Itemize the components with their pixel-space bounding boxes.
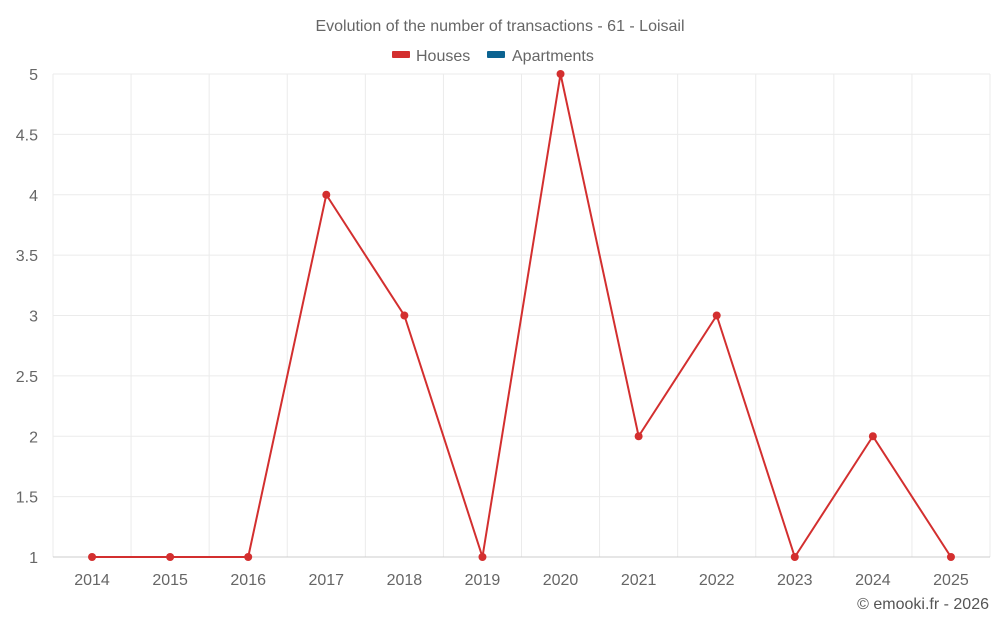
legend-swatch-houses bbox=[392, 51, 410, 58]
y-tick-label: 1.5 bbox=[16, 490, 38, 507]
x-tick-label: 2016 bbox=[230, 572, 266, 589]
legend: Houses Apartments bbox=[392, 48, 594, 65]
y-tick-label: 4 bbox=[29, 188, 38, 205]
y-tick-label: 4.5 bbox=[16, 127, 38, 144]
x-tick-label: 2022 bbox=[699, 572, 735, 589]
x-tick-label: 2018 bbox=[387, 572, 423, 589]
data-point[interactable] bbox=[88, 553, 97, 561]
x-axis-ticks: 2014 2015 2016 2017 2018 2019 2020 2021 2022 2023… bbox=[74, 572, 969, 589]
x-tick-label: 2024 bbox=[855, 572, 891, 589]
data-point[interactable] bbox=[946, 553, 955, 561]
data-point[interactable] bbox=[478, 553, 487, 561]
x-tick-label: 2025 bbox=[933, 572, 969, 589]
series-line-houses bbox=[92, 73, 952, 558]
data-point[interactable] bbox=[868, 432, 877, 441]
legend-swatch-apartments bbox=[487, 51, 505, 58]
x-tick-label: 2021 bbox=[621, 572, 657, 589]
legend-item-houses[interactable]: Houses bbox=[392, 48, 470, 65]
y-tick-label: 2 bbox=[29, 429, 38, 446]
data-point[interactable] bbox=[400, 311, 409, 320]
data-point[interactable] bbox=[244, 553, 253, 561]
x-tick-label: 2017 bbox=[308, 572, 344, 589]
credit-text: © emooki.fr - 2026 bbox=[857, 596, 989, 613]
data-point[interactable] bbox=[556, 70, 565, 78]
y-tick-label: 3.5 bbox=[16, 248, 38, 265]
x-tick-label: 2014 bbox=[74, 572, 110, 589]
chart-title: Evolution of the number of transactions … bbox=[315, 18, 684, 35]
data-point[interactable] bbox=[634, 432, 643, 441]
y-axis-ticks: 1 1.5 2 2.5 3 3.5 4 4.5 5 bbox=[16, 67, 38, 567]
legend-label-apartments: Apartments bbox=[512, 48, 594, 65]
x-tick-label: 2020 bbox=[543, 572, 579, 589]
x-tick-label: 2019 bbox=[465, 572, 501, 589]
x-tick-label: 2023 bbox=[777, 572, 813, 589]
y-tick-label: 2.5 bbox=[16, 369, 38, 386]
data-point[interactable] bbox=[322, 190, 331, 199]
legend-item-apartments[interactable]: Apartments bbox=[487, 48, 594, 65]
data-point[interactable] bbox=[712, 311, 721, 320]
y-tick-label: 3 bbox=[29, 309, 38, 326]
legend-label-houses: Houses bbox=[416, 48, 470, 65]
y-tick-label: 1 bbox=[29, 550, 38, 567]
series bbox=[88, 70, 955, 561]
y-tick-label: 5 bbox=[29, 67, 38, 84]
data-point[interactable] bbox=[166, 553, 175, 561]
data-point[interactable] bbox=[790, 553, 799, 561]
x-tick-label: 2015 bbox=[152, 572, 188, 589]
